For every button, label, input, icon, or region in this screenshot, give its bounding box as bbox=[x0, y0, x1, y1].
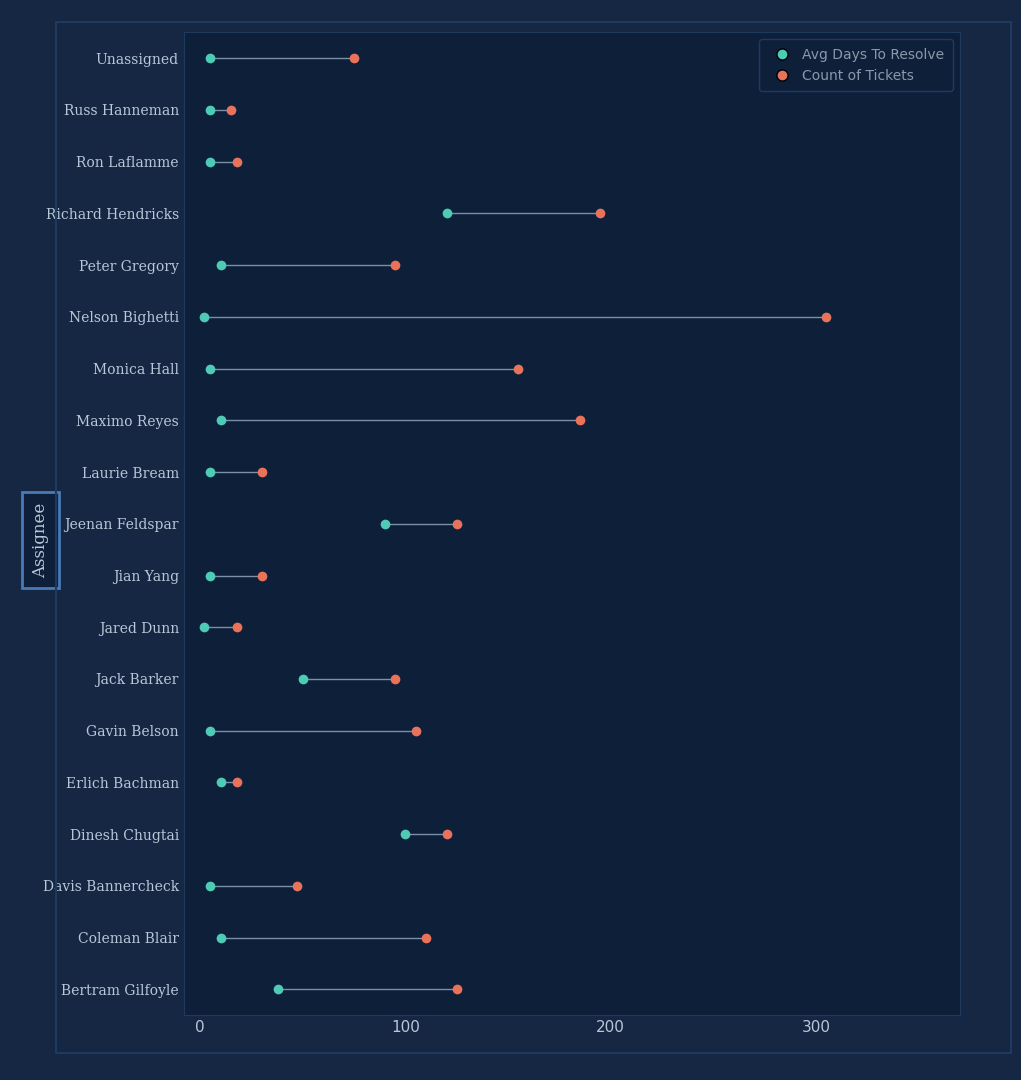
Point bbox=[202, 463, 218, 481]
Point bbox=[202, 153, 218, 171]
Point bbox=[202, 50, 218, 67]
Point bbox=[229, 153, 245, 171]
Point bbox=[196, 619, 212, 636]
Point bbox=[407, 723, 424, 740]
Point bbox=[202, 567, 218, 584]
Point bbox=[387, 257, 403, 274]
Point bbox=[202, 360, 218, 377]
Text: Assignee: Assignee bbox=[33, 502, 49, 578]
Point bbox=[418, 929, 434, 946]
Point bbox=[212, 773, 229, 791]
Point bbox=[387, 671, 403, 688]
Point bbox=[212, 929, 229, 946]
Point bbox=[270, 981, 286, 998]
Point bbox=[397, 825, 414, 842]
Point bbox=[448, 515, 465, 532]
Point bbox=[448, 981, 465, 998]
Legend: Avg Days To Resolve, Count of Tickets: Avg Days To Resolve, Count of Tickets bbox=[760, 39, 953, 91]
Point bbox=[510, 360, 527, 377]
Point bbox=[202, 877, 218, 894]
Point bbox=[346, 50, 362, 67]
Point bbox=[592, 205, 609, 222]
Point bbox=[818, 308, 834, 325]
Point bbox=[572, 411, 588, 429]
Point bbox=[223, 102, 239, 119]
Point bbox=[289, 877, 305, 894]
Point bbox=[253, 463, 270, 481]
Point bbox=[212, 411, 229, 429]
Point bbox=[438, 825, 454, 842]
Point bbox=[229, 773, 245, 791]
Point bbox=[377, 515, 393, 532]
Point bbox=[253, 567, 270, 584]
Point bbox=[438, 205, 454, 222]
Point bbox=[212, 257, 229, 274]
Point bbox=[295, 671, 311, 688]
Point bbox=[229, 619, 245, 636]
Point bbox=[196, 308, 212, 325]
Point bbox=[202, 102, 218, 119]
Point bbox=[202, 723, 218, 740]
